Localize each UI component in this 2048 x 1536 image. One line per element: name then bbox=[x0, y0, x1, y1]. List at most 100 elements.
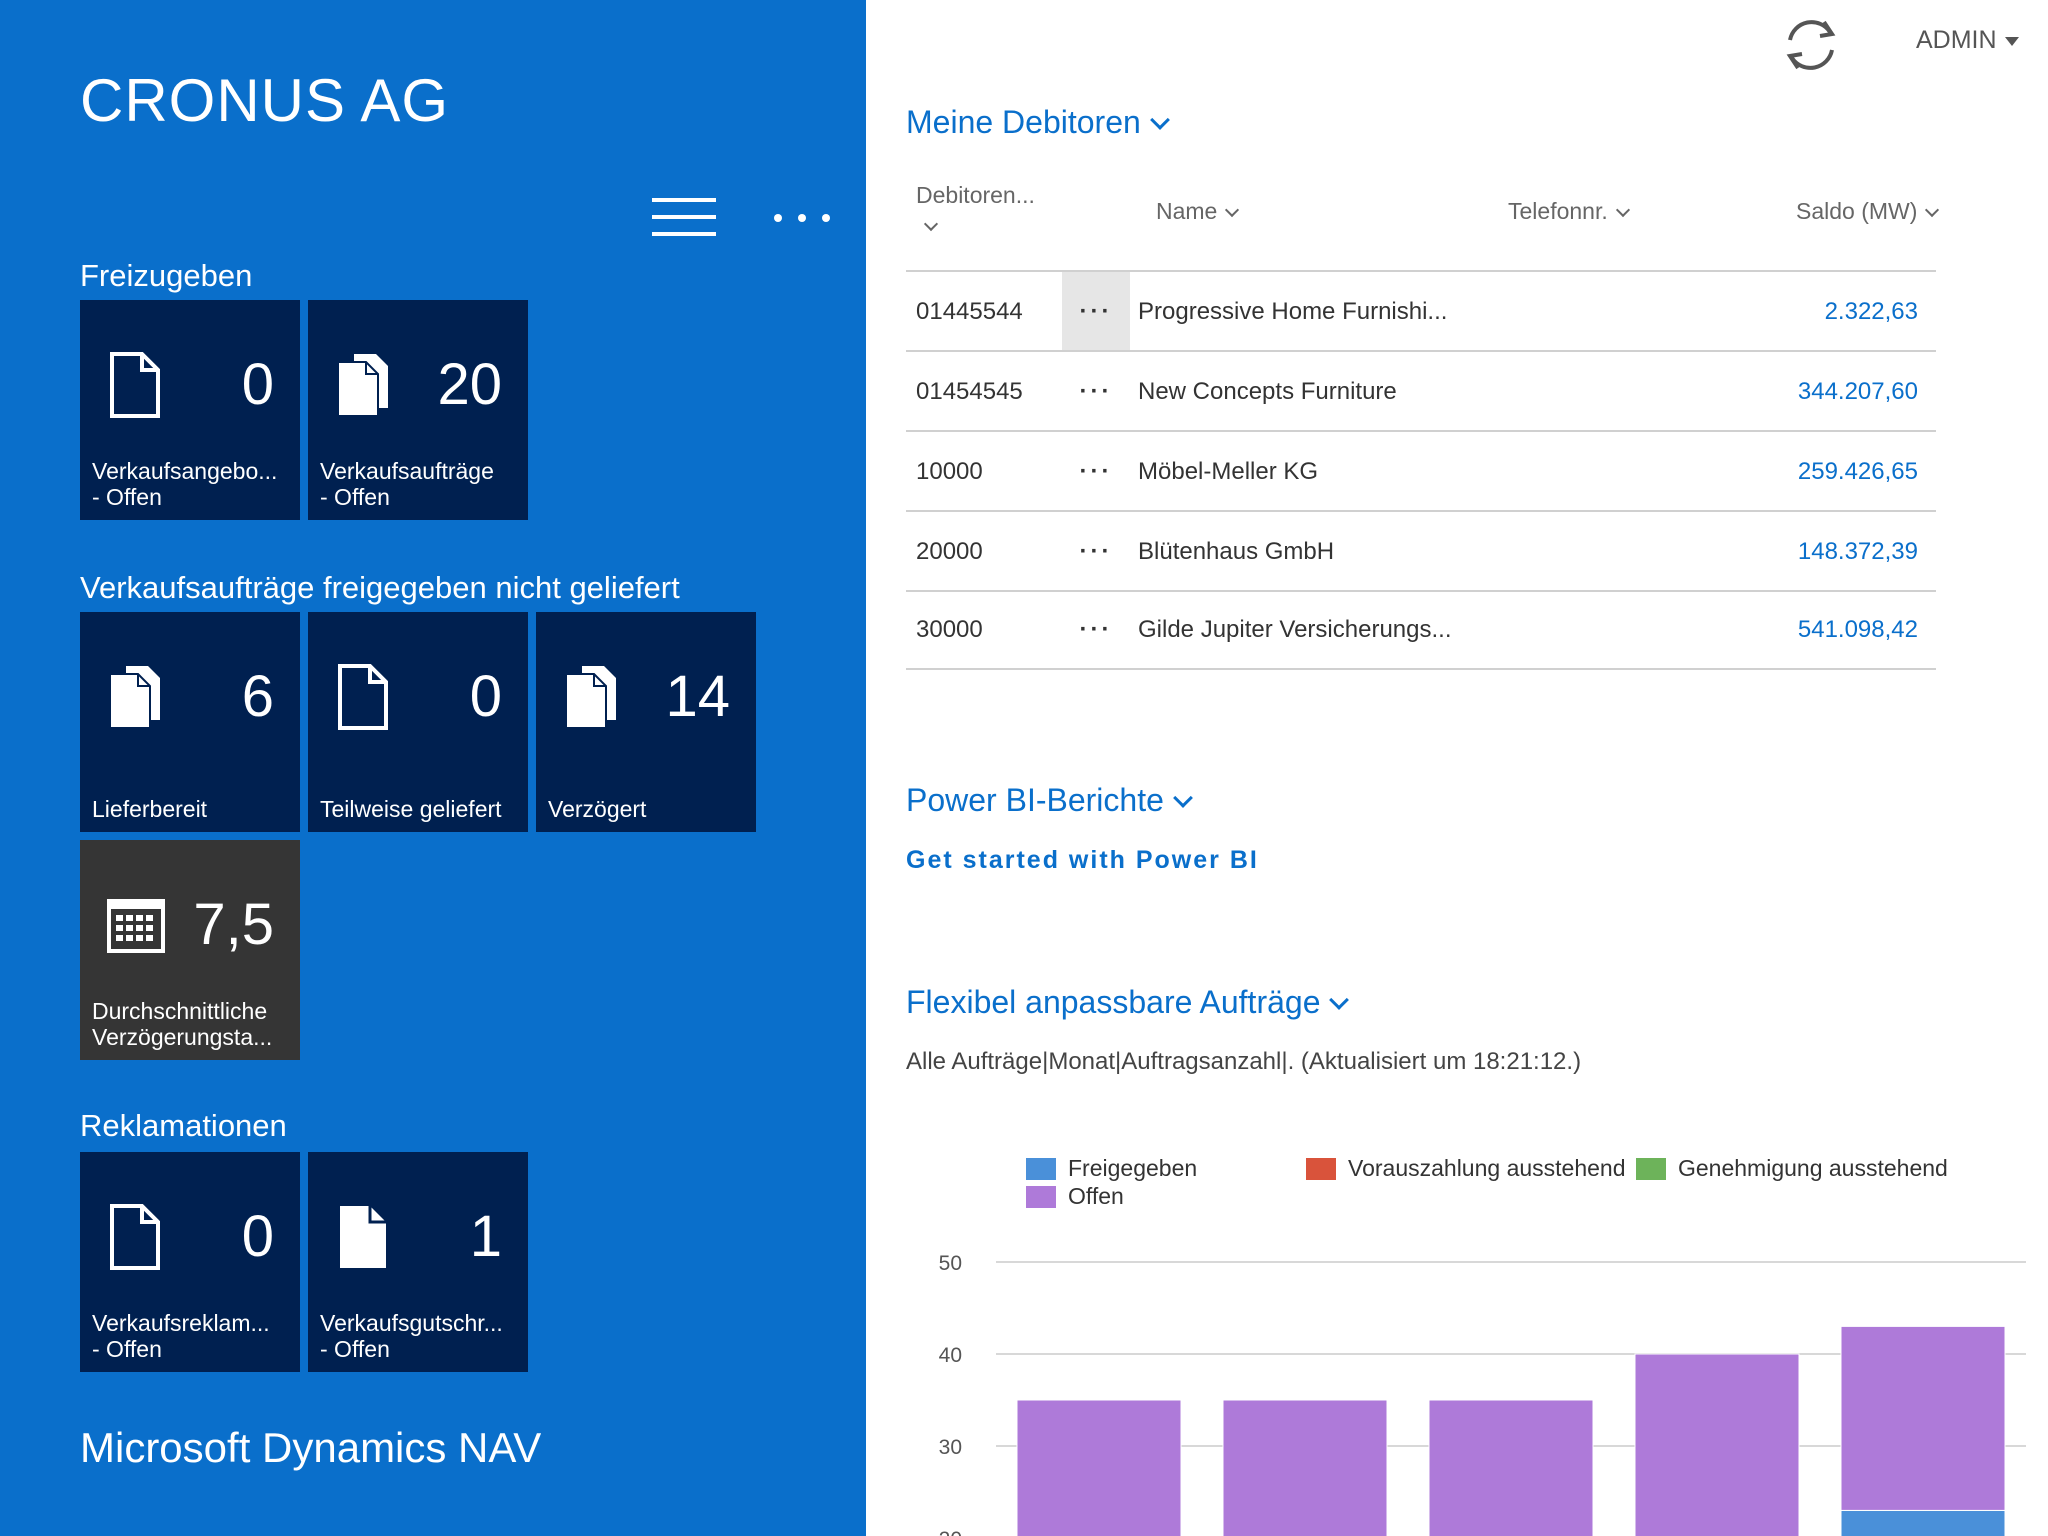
tile-verkaufsgutschriften-offen[interactable]: 1 Verkaufsgutschr... - Offen bbox=[308, 1152, 528, 1372]
tile-teilweise-geliefert[interactable]: 0 Teilweise geliefert bbox=[308, 612, 528, 832]
chevron-down-icon bbox=[1225, 202, 1240, 218]
hamburger-menu-icon[interactable] bbox=[652, 198, 716, 236]
cell-no: 01445544 bbox=[916, 298, 1023, 325]
document-outline-icon bbox=[338, 664, 388, 730]
divider bbox=[906, 668, 1936, 670]
cell-saldo[interactable]: 148.372,39 bbox=[1797, 538, 1918, 565]
power-bi-get-started-link[interactable]: Get started with Power BI bbox=[906, 846, 1259, 874]
tile-value: 7,5 bbox=[193, 892, 274, 957]
group-title-reklamationen: Reklamationen bbox=[80, 1108, 287, 1143]
group-title-freizugeben: Freizugeben bbox=[80, 258, 253, 293]
legend-label: Freigegeben bbox=[1068, 1155, 1197, 1181]
tile-value: 6 bbox=[241, 664, 274, 729]
tile-label: Verkaufsreklam... - Offen bbox=[92, 1310, 270, 1362]
bar-segment bbox=[1840, 1325, 2006, 1511]
column-header-no[interactable]: Debitoren... bbox=[916, 180, 1035, 240]
row-menu-button[interactable]: ··· bbox=[1079, 378, 1113, 405]
row-menu-button[interactable]: ··· bbox=[1079, 458, 1113, 485]
column-header-phone[interactable]: Telefonnr. bbox=[1508, 198, 1630, 225]
cell-name[interactable]: New Concepts Furniture bbox=[1138, 378, 1397, 405]
y-tick-label: 40 bbox=[939, 1344, 962, 1367]
table-row[interactable]: 01445544 ··· Progressive Home Furnishi..… bbox=[906, 272, 1936, 352]
bar-segment bbox=[1016, 1399, 1182, 1536]
cell-saldo[interactable]: 259.426,65 bbox=[1797, 458, 1918, 485]
column-header-name[interactable]: Name bbox=[1156, 198, 1240, 225]
tile-value: 14 bbox=[665, 664, 730, 729]
chevron-down-icon bbox=[1172, 788, 1193, 808]
chevron-down-icon bbox=[1925, 202, 1940, 218]
row-menu-button[interactable]: ··· bbox=[1062, 272, 1130, 352]
document-outline-icon bbox=[110, 352, 160, 418]
divider bbox=[906, 590, 1936, 592]
table-row[interactable]: 20000 ··· Blütenhaus GmbH 148.372,39 bbox=[906, 512, 1936, 592]
home-pane: CRONUS AG Freizugeben 0 Verkaufsangebo..… bbox=[0, 0, 866, 1536]
table-row[interactable]: 30000 ··· Gilde Jupiter Versicherungs...… bbox=[906, 590, 1936, 670]
chevron-down-icon bbox=[1329, 990, 1350, 1010]
tile-label: Lieferbereit bbox=[92, 796, 208, 822]
cell-name[interactable]: Gilde Jupiter Versicherungs... bbox=[1138, 616, 1452, 643]
tile-verkaufsangebote-offen[interactable]: 0 Verkaufsangebo... - Offen bbox=[80, 300, 300, 520]
content-pane: ADMIN Meine Debitoren Debitoren... Name … bbox=[866, 0, 2048, 1536]
tile-lieferbereit[interactable]: 6 Lieferbereit bbox=[80, 612, 300, 832]
cell-no: 30000 bbox=[916, 616, 983, 643]
tile-label: Durchschnittliche Verzögerungsta... bbox=[92, 998, 273, 1050]
tile-verkaufsauftraege-offen[interactable]: 20 Verkaufsaufträge - Offen bbox=[308, 300, 528, 520]
company-name: CRONUS AG bbox=[80, 67, 450, 134]
y-tick-label: 20 bbox=[939, 1528, 962, 1536]
column-header-saldo[interactable]: Saldo (MW) bbox=[1796, 198, 1940, 225]
tile-label: Teilweise geliefert bbox=[320, 796, 502, 822]
row-menu-button[interactable]: ··· bbox=[1079, 538, 1113, 565]
cell-no: 10000 bbox=[916, 458, 983, 485]
tile-durchschnittliche-verzoegerung[interactable]: 7,5 Durchschnittliche Verzögerungsta... bbox=[80, 840, 300, 1060]
cell-saldo[interactable]: 541.098,42 bbox=[1797, 616, 1918, 643]
chevron-down-icon bbox=[923, 216, 939, 232]
bar-segment bbox=[1634, 1353, 1800, 1536]
legend-swatch bbox=[1306, 1158, 1336, 1180]
divider bbox=[906, 350, 1936, 352]
tile-value: 0 bbox=[469, 664, 502, 729]
tile-label: Verkaufsaufträge - Offen bbox=[320, 458, 494, 510]
section-meine-debitoren[interactable]: Meine Debitoren bbox=[906, 104, 1170, 141]
documents-stack-icon bbox=[109, 666, 160, 729]
group-title-nicht-geliefert: Verkaufsaufträge freigegeben nicht gelie… bbox=[80, 570, 680, 605]
tile-label: Verzögert bbox=[548, 796, 647, 822]
cell-name[interactable]: Blütenhaus GmbH bbox=[1138, 538, 1335, 565]
tile-label: Verkaufsgutschr... - Offen bbox=[320, 1310, 503, 1362]
cell-saldo[interactable]: 344.207,60 bbox=[1797, 378, 1918, 405]
tile-value: 1 bbox=[469, 1204, 502, 1269]
legend-swatch bbox=[1026, 1186, 1056, 1208]
cell-saldo[interactable]: 2.322,63 bbox=[1824, 298, 1918, 325]
product-name: Microsoft Dynamics NAV bbox=[80, 1424, 542, 1471]
cell-no: 01454545 bbox=[916, 378, 1023, 405]
section-title: Power BI-Berichte bbox=[906, 782, 1164, 818]
cell-name[interactable]: Möbel-Meller KG bbox=[1138, 458, 1319, 485]
user-menu[interactable]: ADMIN bbox=[1916, 26, 2019, 55]
legend-label: Offen bbox=[1068, 1183, 1124, 1209]
documents-stack-icon bbox=[565, 666, 616, 729]
chevron-down-icon bbox=[1149, 110, 1170, 130]
documents-stack-icon bbox=[337, 354, 388, 417]
y-tick-label: 50 bbox=[939, 1252, 962, 1275]
divider bbox=[906, 510, 1936, 512]
orders-chart: Freigegeben Vorauszahlung ausstehend Geneh… bbox=[939, 1155, 2026, 1536]
table-row[interactable]: 10000 ··· Möbel-Meller KG 259.426,65 bbox=[906, 432, 1936, 512]
more-dots-icon[interactable] bbox=[770, 200, 840, 236]
row-menu-button[interactable]: ··· bbox=[1079, 616, 1113, 643]
bar-segment bbox=[1840, 1509, 2006, 1536]
tile-verzoegert[interactable]: 14 Verzögert bbox=[536, 612, 756, 832]
section-title: Flexibel anpassbare Aufträge bbox=[906, 984, 1321, 1020]
legend-label: Genehmigung ausstehend bbox=[1678, 1155, 1948, 1181]
refresh-icon[interactable] bbox=[1780, 14, 1842, 76]
legend-swatch bbox=[1026, 1158, 1056, 1180]
section-auftraege[interactable]: Flexibel anpassbare Aufträge bbox=[906, 984, 1350, 1021]
tile-verkaufsreklamationen-offen[interactable]: 0 Verkaufsreklam... - Offen bbox=[80, 1152, 300, 1372]
section-power-bi[interactable]: Power BI-Berichte bbox=[906, 782, 1193, 819]
tile-value: 0 bbox=[241, 1204, 274, 1269]
tile-label: Verkaufsangebo... - Offen bbox=[92, 458, 278, 510]
cell-name[interactable]: Progressive Home Furnishi... bbox=[1138, 298, 1448, 325]
divider bbox=[906, 430, 1936, 432]
divider bbox=[906, 270, 1936, 272]
chevron-down-icon bbox=[1615, 202, 1630, 218]
table-row[interactable]: 01454545 ··· New Concepts Furniture 344.… bbox=[906, 352, 1936, 432]
bar-segment bbox=[1428, 1399, 1594, 1536]
